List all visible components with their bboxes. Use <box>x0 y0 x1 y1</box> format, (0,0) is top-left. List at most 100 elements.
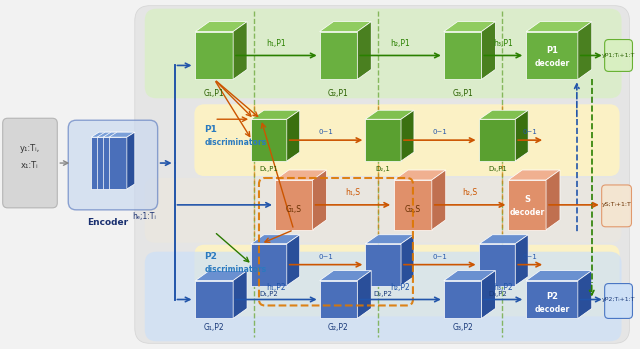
Polygon shape <box>109 132 117 189</box>
Polygon shape <box>195 31 233 79</box>
Polygon shape <box>481 22 495 79</box>
Text: h₁,P1: h₁,P1 <box>266 38 285 47</box>
Text: P2: P2 <box>546 292 558 301</box>
Text: G₃,P2: G₃,P2 <box>452 324 473 332</box>
FancyBboxPatch shape <box>145 178 621 243</box>
Text: h₃,P2: h₃,P2 <box>493 283 513 291</box>
Polygon shape <box>312 170 326 230</box>
Polygon shape <box>526 270 592 281</box>
Polygon shape <box>432 170 445 230</box>
Polygon shape <box>233 270 247 318</box>
FancyBboxPatch shape <box>145 9 621 98</box>
Polygon shape <box>97 132 123 137</box>
Polygon shape <box>251 119 287 161</box>
Polygon shape <box>365 235 414 244</box>
Polygon shape <box>195 22 247 31</box>
Text: h₂,P2: h₂,P2 <box>390 283 410 291</box>
Text: h₂,S: h₂,S <box>462 188 477 197</box>
Polygon shape <box>444 270 495 281</box>
Text: P2: P2 <box>204 252 217 261</box>
Polygon shape <box>481 270 495 318</box>
Polygon shape <box>401 235 414 285</box>
Text: P1: P1 <box>546 46 558 55</box>
Text: h₂,P1: h₂,P1 <box>390 38 410 47</box>
Polygon shape <box>526 22 592 31</box>
Polygon shape <box>103 137 121 189</box>
Polygon shape <box>251 110 300 119</box>
Text: yP2;Tᵢ+1:T: yP2;Tᵢ+1:T <box>602 297 636 302</box>
Polygon shape <box>287 235 300 285</box>
Polygon shape <box>319 22 371 31</box>
Polygon shape <box>357 22 371 79</box>
Polygon shape <box>508 180 546 230</box>
Polygon shape <box>526 281 578 318</box>
Text: P1: P1 <box>204 125 217 134</box>
Text: D₂,1: D₂,1 <box>376 166 390 172</box>
Polygon shape <box>394 180 432 230</box>
Text: G₂,S: G₂,S <box>405 205 421 214</box>
Text: Encoder: Encoder <box>88 218 129 227</box>
Text: h₁,P2: h₁,P2 <box>266 283 285 291</box>
Text: D₁,P2: D₁,P2 <box>260 290 278 297</box>
Polygon shape <box>251 244 287 285</box>
Polygon shape <box>195 281 233 318</box>
FancyBboxPatch shape <box>68 120 157 210</box>
Text: yP1;Tᵢ+1:T: yP1;Tᵢ+1:T <box>602 53 636 58</box>
Text: G₂,P2: G₂,P2 <box>328 324 349 332</box>
Text: 0~1: 0~1 <box>433 254 447 260</box>
FancyBboxPatch shape <box>602 185 632 227</box>
Polygon shape <box>578 22 592 79</box>
Polygon shape <box>287 110 300 161</box>
Polygon shape <box>91 137 109 189</box>
Text: G₁,P1: G₁,P1 <box>204 89 225 98</box>
Polygon shape <box>508 170 560 180</box>
Text: h₃,P1: h₃,P1 <box>493 38 513 47</box>
Polygon shape <box>91 132 117 137</box>
Text: discriminators: discriminators <box>204 138 266 147</box>
Polygon shape <box>365 110 414 119</box>
FancyBboxPatch shape <box>605 284 632 318</box>
Text: decoder: decoder <box>534 305 570 314</box>
Polygon shape <box>121 132 129 189</box>
Text: D₁,P1: D₁,P1 <box>259 166 278 172</box>
Polygon shape <box>515 110 528 161</box>
Text: S: S <box>524 195 530 205</box>
Polygon shape <box>109 137 127 189</box>
Polygon shape <box>479 110 528 119</box>
Text: D₃,P1: D₃,P1 <box>488 166 507 172</box>
Text: 0~1: 0~1 <box>433 129 447 135</box>
Polygon shape <box>444 22 495 31</box>
Text: D₂,P2: D₂,P2 <box>374 290 392 297</box>
Polygon shape <box>319 281 357 318</box>
Polygon shape <box>251 235 300 244</box>
Polygon shape <box>546 170 560 230</box>
Text: G₁,P2: G₁,P2 <box>204 324 225 332</box>
Text: decoder: decoder <box>509 208 545 217</box>
FancyBboxPatch shape <box>195 245 620 317</box>
Polygon shape <box>275 170 326 180</box>
FancyBboxPatch shape <box>145 252 621 341</box>
Polygon shape <box>127 132 135 189</box>
Polygon shape <box>515 235 528 285</box>
Polygon shape <box>233 22 247 79</box>
Polygon shape <box>479 235 528 244</box>
FancyBboxPatch shape <box>135 6 630 343</box>
Text: discriminators: discriminators <box>204 265 266 274</box>
Polygon shape <box>401 110 414 161</box>
Text: G₁,S: G₁,S <box>285 205 301 214</box>
Text: x₁:Tᵢ: x₁:Tᵢ <box>20 161 38 170</box>
Polygon shape <box>357 270 371 318</box>
Text: hₑ;1:Tᵢ: hₑ;1:Tᵢ <box>132 212 156 221</box>
Polygon shape <box>365 119 401 161</box>
Polygon shape <box>444 281 481 318</box>
Polygon shape <box>444 31 481 79</box>
Polygon shape <box>275 180 312 230</box>
Text: D₃,P2: D₃,P2 <box>488 290 507 297</box>
Text: 0~1: 0~1 <box>318 254 333 260</box>
Text: 0~1: 0~1 <box>523 129 538 135</box>
Polygon shape <box>479 119 515 161</box>
Text: G₂,P1: G₂,P1 <box>328 89 349 98</box>
Polygon shape <box>319 270 371 281</box>
Text: h₁,S: h₁,S <box>345 188 360 197</box>
Polygon shape <box>115 132 123 189</box>
